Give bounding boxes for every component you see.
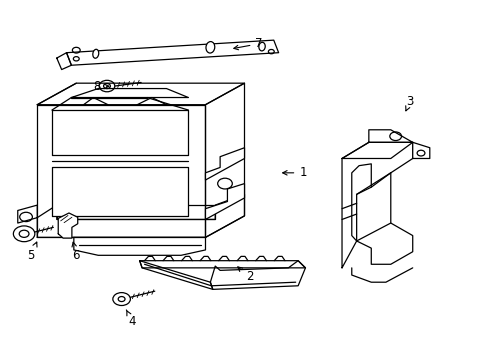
Polygon shape [57, 53, 71, 69]
Polygon shape [368, 130, 412, 142]
Text: 2: 2 [237, 267, 253, 283]
Polygon shape [341, 142, 412, 268]
Polygon shape [205, 184, 244, 220]
Polygon shape [52, 167, 188, 216]
Text: 1: 1 [282, 166, 306, 179]
Polygon shape [205, 83, 244, 237]
Polygon shape [74, 237, 205, 255]
Polygon shape [57, 205, 215, 220]
Polygon shape [412, 142, 429, 158]
Polygon shape [341, 142, 412, 158]
Text: 5: 5 [27, 242, 37, 262]
Polygon shape [83, 98, 108, 105]
Polygon shape [140, 261, 305, 268]
Polygon shape [351, 268, 412, 282]
Ellipse shape [205, 42, 214, 53]
Polygon shape [205, 148, 244, 180]
Polygon shape [18, 205, 37, 223]
Text: 6: 6 [72, 242, 80, 262]
Polygon shape [37, 194, 244, 237]
Text: 7: 7 [233, 37, 263, 50]
Ellipse shape [258, 42, 264, 51]
Polygon shape [210, 261, 305, 289]
Ellipse shape [93, 49, 99, 58]
Text: 4: 4 [126, 310, 136, 328]
Text: 3: 3 [405, 95, 413, 111]
Polygon shape [37, 83, 244, 105]
Polygon shape [58, 213, 78, 238]
Text: 8: 8 [93, 80, 109, 93]
Polygon shape [140, 261, 212, 289]
Polygon shape [66, 40, 278, 65]
Polygon shape [137, 98, 166, 105]
Polygon shape [37, 105, 205, 237]
Polygon shape [52, 110, 188, 155]
